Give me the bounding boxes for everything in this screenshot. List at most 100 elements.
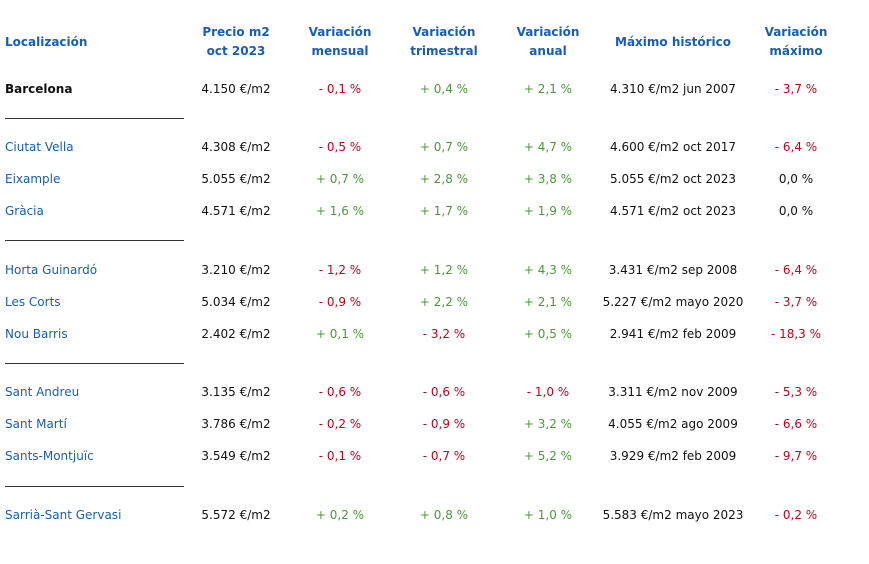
cell-anual: + 1,9 % — [523, 204, 573, 218]
cell-trimestral: - 0,9 % — [422, 417, 466, 431]
cell-precio: 5.034 €/m2 — [201, 295, 271, 309]
cell-anual: - 1,0 % — [526, 385, 570, 399]
cell-anual: + 2,1 % — [523, 82, 573, 96]
cell-precio: 3.549 €/m2 — [201, 449, 271, 463]
cell-precio: 4.308 €/m2 — [201, 140, 271, 154]
cell-var-max: - 9,7 % — [774, 449, 818, 463]
table-row: Horta Guinardó 3.210 €/m2 - 1,2 % + 1,2 % + … — [0, 260, 869, 280]
cell-name: Sant Andreu — [5, 385, 80, 399]
cell-var-max: - 6,6 % — [774, 417, 818, 431]
cell-anual: + 4,7 % — [523, 140, 573, 154]
header-variacion-anual: Variación anual — [516, 25, 580, 58]
cell-name: Gràcia — [5, 204, 44, 218]
cell-var-max: - 3,7 % — [774, 295, 818, 309]
cell-trimestral: + 0,8 % — [419, 508, 469, 522]
header-localizacion: Localización — [5, 34, 88, 49]
cell-precio: 4.571 €/m2 — [201, 204, 271, 218]
cell-name: Sant Martí — [5, 417, 67, 431]
table-row: Sant Andreu 3.135 €/m2 - 0,6 % - 0,6 % - 1,0… — [0, 382, 869, 402]
cell-trimestral: + 2,2 % — [419, 295, 469, 309]
cell-mensual: - 0,2 % — [318, 417, 362, 431]
table-row: Barcelona 4.150 €/m2 - 0,1 % + 0,4 % + 2,1 %… — [0, 79, 869, 99]
cell-maximo: 5.055 €/m2 oct 2023 — [610, 172, 736, 186]
cell-trimestral: + 1,7 % — [419, 204, 469, 218]
cell-mensual: - 0,1 % — [318, 449, 362, 463]
cell-precio: 3.210 €/m2 — [201, 263, 271, 277]
cell-mensual: + 0,2 % — [315, 508, 365, 522]
cell-precio: 3.135 €/m2 — [201, 385, 271, 399]
cell-mensual: - 0,1 % — [318, 82, 362, 96]
cell-precio: 4.150 €/m2 — [201, 82, 271, 96]
cell-anual: + 4,3 % — [523, 263, 573, 277]
table-row: Ciutat Vella 4.308 €/m2 - 0,5 % + 0,7 % + 4,… — [0, 137, 869, 157]
cell-var-max: - 3,7 % — [774, 82, 818, 96]
table-row: Gràcia 4.571 €/m2 + 1,6 % + 1,7 % + 1,9 % 4.5… — [0, 201, 869, 221]
cell-anual: + 3,8 % — [523, 172, 573, 186]
table-row: Sant Martí 3.786 €/m2 - 0,2 % - 0,9 % + 3,2 … — [0, 414, 869, 434]
cell-var-max: - 5,3 % — [774, 385, 818, 399]
cell-name: Barcelona — [5, 82, 73, 96]
cell-precio: 5.055 €/m2 — [201, 172, 271, 186]
cell-trimestral: - 0,7 % — [422, 449, 466, 463]
cell-name: Horta Guinardó — [5, 263, 98, 277]
table-row: Les Corts 5.034 €/m2 - 0,9 % + 2,2 % + 2,1 %… — [0, 292, 869, 312]
cell-mensual: + 0,7 % — [315, 172, 365, 186]
cell-maximo: 4.055 €/m2 ago 2009 — [608, 417, 738, 431]
cell-maximo: 3.929 €/m2 feb 2009 — [609, 449, 737, 463]
cell-mensual: - 1,2 % — [318, 263, 362, 277]
cell-anual: + 5,2 % — [523, 449, 573, 463]
header-maximo-historico: Máximo histórico — [615, 34, 731, 49]
cell-name: Eixample — [5, 172, 61, 186]
header-variacion-maximo: Variación máximo — [764, 25, 828, 58]
cell-maximo: 4.310 €/m2 jun 2007 — [610, 82, 736, 96]
group-divider — [5, 240, 184, 241]
cell-trimestral: + 2,8 % — [419, 172, 469, 186]
cell-maximo: 5.583 €/m2 mayo 2023 — [602, 508, 744, 522]
cell-name: Sarrià-Sant Gervasi — [5, 508, 122, 522]
group-divider — [5, 118, 184, 119]
cell-mensual: + 0,1 % — [315, 327, 365, 341]
cell-mensual: - 0,5 % — [318, 140, 362, 154]
cell-precio: 3.786 €/m2 — [201, 417, 271, 431]
cell-mensual: + 1,6 % — [315, 204, 365, 218]
cell-maximo: 5.227 €/m2 mayo 2020 — [602, 295, 744, 309]
cell-precio: 5.572 €/m2 — [201, 508, 271, 522]
cell-name: Sants-Montjuïc — [5, 449, 94, 463]
cell-trimestral: + 1,2 % — [419, 263, 469, 277]
cell-trimestral: - 0,6 % — [422, 385, 466, 399]
cell-maximo: 3.431 €/m2 sep 2008 — [608, 263, 738, 277]
cell-anual: + 1,0 % — [523, 508, 573, 522]
cell-trimestral: - 3,2 % — [422, 327, 466, 341]
cell-maximo: 4.600 €/m2 oct 2017 — [610, 140, 736, 154]
cell-maximo: 4.571 €/m2 oct 2023 — [610, 204, 736, 218]
cell-var-max: - 18,3 % — [770, 327, 822, 341]
cell-var-max: - 6,4 % — [774, 263, 818, 277]
header-variacion-mensual: Variación mensual — [308, 25, 372, 58]
cell-anual: + 0,5 % — [523, 327, 573, 341]
cell-name: Les Corts — [5, 295, 61, 309]
table-row: Sants-Montjuïc 3.549 €/m2 - 0,1 % - 0,7 % + … — [0, 446, 869, 466]
cell-var-max: 0,0 % — [778, 204, 814, 218]
table-row: Nou Barris 2.402 €/m2 + 0,1 % - 3,2 % + 0,5 … — [0, 324, 869, 344]
group-divider — [5, 486, 184, 487]
cell-trimestral: + 0,7 % — [419, 140, 469, 154]
table-row: Eixample 5.055 €/m2 + 0,7 % + 2,8 % + 3,8 % 5… — [0, 169, 869, 189]
cell-name: Ciutat Vella — [5, 140, 74, 154]
header-precio: Precio m2 oct 2023 — [202, 25, 270, 58]
cell-maximo: 3.311 €/m2 nov 2009 — [608, 385, 738, 399]
cell-mensual: - 0,6 % — [318, 385, 362, 399]
cell-anual: + 2,1 % — [523, 295, 573, 309]
cell-name: Nou Barris — [5, 327, 68, 341]
cell-anual: + 3,2 % — [523, 417, 573, 431]
cell-precio: 2.402 €/m2 — [201, 327, 271, 341]
table-row: Sarrià-Sant Gervasi 5.572 €/m2 + 0,2 % + 0,… — [0, 505, 869, 525]
cell-trimestral: + 0,4 % — [419, 82, 469, 96]
cell-mensual: - 0,9 % — [318, 295, 362, 309]
cell-maximo: 2.941 €/m2 feb 2009 — [609, 327, 737, 341]
group-divider — [5, 363, 184, 364]
cell-var-max: - 6,4 % — [774, 140, 818, 154]
cell-var-max: 0,0 % — [778, 172, 814, 186]
header-variacion-trimestral: Variación trimestral — [410, 25, 478, 58]
cell-var-max: - 0,2 % — [774, 508, 818, 522]
table-header: Localización Precio m2 oct 2023 Variació… — [0, 22, 869, 62]
